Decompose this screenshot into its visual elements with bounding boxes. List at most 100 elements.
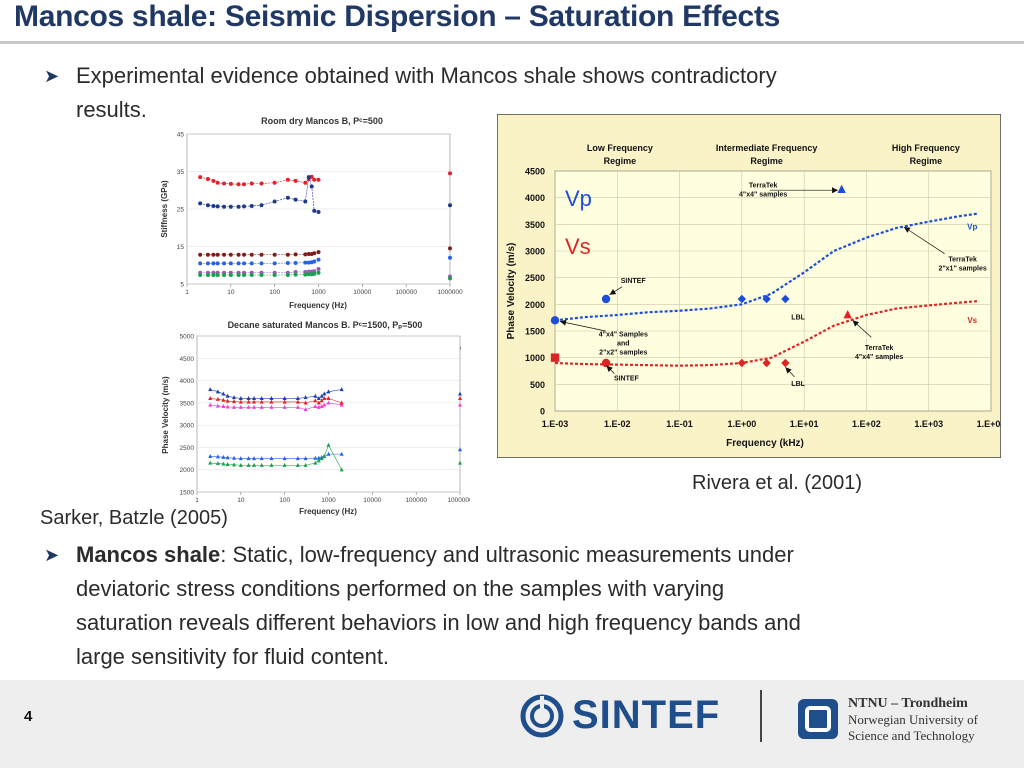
caption-rivera: Rivera et al. (2001) — [692, 472, 863, 494]
d-point-vs-slow — [238, 462, 243, 467]
d-ytick-label: 2000 — [180, 467, 195, 474]
s-point-c44 — [236, 261, 241, 266]
rivera-point-terratek-vs — [843, 309, 852, 319]
s-point-c13 — [236, 273, 241, 277]
d-point-vp45 — [303, 400, 308, 405]
rivera-ytick-label: 500 — [530, 380, 545, 390]
rivera-vp-small-label: Vp — [967, 223, 977, 232]
stiffness-x-label: Frequency (Hz) — [289, 301, 347, 310]
bullet-2-line-4: large sensitivity for fluid content. — [76, 644, 390, 669]
slide-title: Mancos shale: Seismic Dispersion – Satur… — [14, 0, 781, 33]
d-point-vs-fast — [208, 453, 213, 458]
d-point-vp45 — [282, 399, 287, 404]
rivera-xtick-label: 1.E+04 — [977, 419, 1001, 429]
rivera-annotation-text: 2"x1" samples — [938, 266, 986, 273]
rivera-annotation-arrowhead — [832, 187, 839, 194]
s-line-c66 — [200, 251, 319, 256]
d-point-vp0 — [215, 403, 220, 408]
rivera-vs-small-label: Vs — [967, 316, 977, 325]
rivera-regime-label: High Frequency — [892, 143, 960, 153]
rivera-point-vs-start — [550, 353, 560, 362]
rivera-y-label: Phase Velocity (m/s) — [506, 243, 517, 340]
rivera-annotation-arrowhead — [903, 227, 911, 233]
rivera-point-lbl-vs-2 — [762, 358, 771, 368]
rivera-ytick-label: 1500 — [525, 327, 545, 337]
s-point-c44 — [222, 261, 227, 266]
d-point-vp45 — [269, 399, 274, 404]
d-point-vp0 — [221, 404, 226, 409]
s-point-c66 — [448, 246, 452, 251]
d-point-vp45 — [295, 399, 300, 404]
d-xtick-label: 1000000 — [447, 497, 470, 504]
rivera-ytick-label: 3500 — [525, 220, 545, 230]
bullet-2-line-3: saturation reveals different behaviors i… — [76, 610, 801, 635]
bullet-2-rest: : Static, low-frequency and ultrasonic m… — [220, 542, 794, 567]
d-point-vp45 — [339, 400, 344, 405]
rivera-vp-label: Vp — [565, 186, 592, 211]
d-point-vp90 — [295, 396, 300, 400]
d-point-vs-slow — [303, 462, 308, 467]
rivera-annotation-arrow — [559, 321, 606, 332]
d-point-vs-fast — [303, 456, 308, 461]
s-xtick-label: 10 — [227, 289, 235, 296]
rivera-regime-label: Low Frequency — [587, 143, 653, 153]
s-point-c44 — [272, 261, 277, 266]
footer-divider — [760, 690, 762, 742]
bullet-2-line-1: Mancos shale: Static, low-frequency and … — [76, 538, 794, 572]
s-point-c66 — [236, 252, 241, 257]
d-point-vp45 — [316, 400, 321, 405]
title-divider — [0, 41, 1024, 44]
s-point-c44 — [293, 261, 298, 265]
ntnu-line-1: NTNU – Trondheim — [848, 696, 968, 711]
d-point-vp90 — [282, 396, 287, 400]
bullet-2-line-2: deviatoric stress conditions performed o… — [76, 576, 725, 601]
ntnu-line-3: Science and Technology — [848, 728, 975, 743]
s-line-c13 — [200, 272, 319, 276]
d-ytick-label: 1500 — [180, 490, 195, 497]
page-number: 4 — [24, 708, 33, 725]
caption-sarker: Sarker, Batzle (2005) — [40, 507, 228, 529]
rivera-line-vp — [554, 212, 978, 322]
s-ytick-label: 45 — [177, 132, 185, 139]
d-point-vs-fast — [295, 456, 300, 461]
stiffness-y-label: Stiffness (GPa) — [160, 180, 169, 238]
rivera-annotation-arrowhead — [606, 365, 613, 373]
rivera-annotation-text: SINTEF — [614, 376, 640, 383]
rivera-line-vs — [554, 300, 978, 367]
d-point-vs-fast — [238, 456, 243, 461]
d-point-vp45 — [232, 399, 237, 404]
d-line-vp0 — [210, 402, 342, 410]
d-xtick-label: 100 — [279, 497, 290, 504]
d-point-vs-fast — [225, 455, 230, 460]
decane-chart: Decane saturated Mancos B. Pᶜ=1500, Pₚ=5… — [161, 320, 470, 516]
rivera-regime-label: Regime — [604, 156, 637, 166]
s-point-c33 — [306, 175, 311, 180]
d-ytick-label: 3000 — [180, 423, 195, 430]
d-point-vs-slow — [225, 461, 230, 466]
rivera-annotation-text: LBL — [791, 314, 805, 321]
d-point-vp45 — [259, 399, 264, 404]
rivera-regime-label: Intermediate Frequency — [716, 143, 818, 153]
d-point-vp0 — [339, 402, 344, 407]
rivera-ytick-label: 2000 — [525, 300, 545, 310]
rivera-annotation-arrowhead — [609, 288, 617, 295]
s-xtick-label: 1 — [185, 289, 189, 296]
d-point-vp45 — [215, 396, 220, 401]
d-line-vp45 — [210, 398, 342, 404]
s-ytick-label: 15 — [177, 244, 185, 251]
s-point-c13 — [215, 273, 220, 277]
bullet-arrow-icon: ➤ — [44, 66, 60, 86]
s-point-c13 — [222, 273, 227, 277]
s-xtick-label: 100000 — [395, 289, 417, 296]
rivera-annotation-text: 4"x4" samples — [855, 354, 903, 361]
s-point-c13 — [272, 273, 277, 277]
d-ytick-label: 2500 — [180, 445, 195, 452]
d-line-vs-slow — [210, 444, 342, 470]
d-xtick-label: 100000 — [405, 497, 427, 504]
d-point-vs-slow — [252, 462, 257, 467]
d-ytick-label: 3500 — [180, 400, 195, 407]
bullet-2: ➤ Mancos shale: Static, low-frequency an… — [44, 538, 974, 678]
sintef-logo-text: SINTEF — [572, 693, 721, 737]
s-point-c66 — [272, 252, 277, 257]
d-point-vp90 — [303, 395, 308, 400]
